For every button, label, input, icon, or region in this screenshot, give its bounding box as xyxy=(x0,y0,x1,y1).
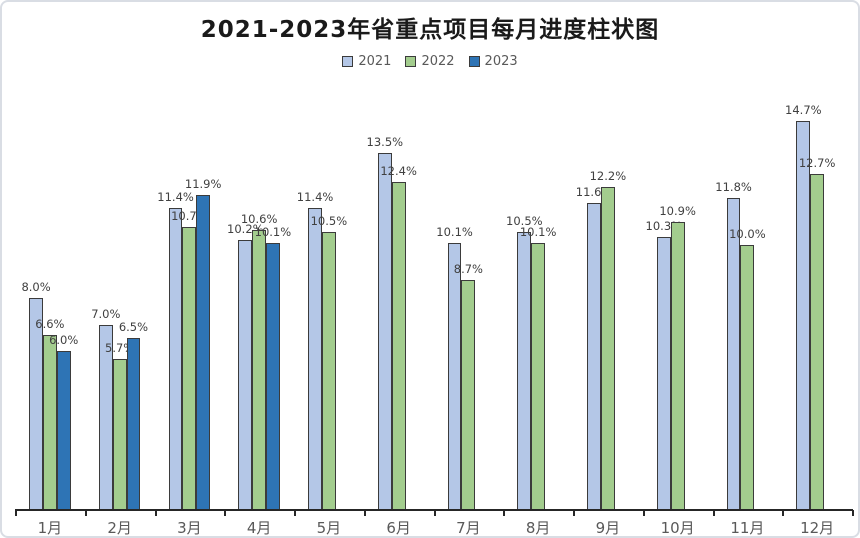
axis-tick xyxy=(782,510,785,516)
axis-tick xyxy=(433,510,436,516)
bar-2022-1月 xyxy=(42,335,57,510)
bar-2021-11月 xyxy=(726,197,741,510)
bar-value-label: 11.4% xyxy=(296,190,334,205)
bar-value-label: 10.5% xyxy=(506,214,543,229)
bar-value-label: 8.7% xyxy=(453,261,483,276)
axis-tick xyxy=(642,510,645,516)
x-axis-label: 9月 xyxy=(595,519,621,537)
legend-label-2021: 2021 xyxy=(358,54,392,69)
bar-2023-1月 xyxy=(56,351,71,510)
x-axis-label: 1月 xyxy=(37,519,63,537)
bar-2021-10月 xyxy=(656,237,671,510)
bar-2022-10月 xyxy=(670,221,685,510)
bar-2021-6月 xyxy=(377,152,392,510)
bar-2022-9月 xyxy=(600,187,615,510)
bar-2021-4月 xyxy=(238,240,253,510)
x-axis-label: 11月 xyxy=(730,519,765,537)
legend-swatch-2021 xyxy=(342,56,354,67)
bar-2023-2月 xyxy=(126,338,141,510)
bar-2022-2月 xyxy=(112,359,127,510)
bar-2022-11月 xyxy=(740,245,755,510)
x-axis-label: 5月 xyxy=(316,519,342,537)
bar-value-label: 10.6% xyxy=(240,211,278,226)
bar-2022-5月 xyxy=(321,232,336,510)
bar-2023-4月 xyxy=(266,242,280,510)
bar-2022-12月 xyxy=(810,173,825,510)
x-axis-label: 2月 xyxy=(107,519,132,537)
bar-value-label: 11.9% xyxy=(184,177,222,192)
bar-2022-8月 xyxy=(531,242,546,510)
bar-value-label: 12.2% xyxy=(589,169,627,184)
bar-2022-7月 xyxy=(461,279,476,510)
bar-value-label: 13.5% xyxy=(366,134,404,149)
bar-value-label: 14.7% xyxy=(785,103,822,118)
bar-2021-8月 xyxy=(517,232,532,510)
x-axis-label: 4月 xyxy=(246,519,272,537)
x-axis-label: 6月 xyxy=(386,519,411,537)
bar-value-label: 6.5% xyxy=(118,320,149,334)
bar-2021-7月 xyxy=(447,242,462,510)
axis-tick xyxy=(224,510,227,516)
axis-tick xyxy=(15,510,17,516)
chart-title: 2021-2023年省重点项目每月进度柱状图 xyxy=(200,17,660,43)
bar-2021-5月 xyxy=(308,208,322,510)
bar-value-label: 10.0% xyxy=(729,227,766,242)
legend-label-2023: 2023 xyxy=(484,54,518,69)
legend-item-2022: 2022 xyxy=(405,54,455,69)
bar-value-label: 8.0% xyxy=(21,280,51,295)
x-axis-label: 10月 xyxy=(660,519,695,537)
x-axis-label: 3月 xyxy=(177,519,202,537)
x-axis-label: 8月 xyxy=(525,519,551,537)
bar-2021-3月 xyxy=(168,208,183,510)
bar-value-label: 10.9% xyxy=(659,203,696,218)
bar-2022-6月 xyxy=(391,181,406,510)
axis-tick xyxy=(573,510,575,516)
x-axis-label: 12月 xyxy=(800,519,835,537)
axis-tick xyxy=(154,510,157,516)
axis-tick xyxy=(503,510,506,516)
bar-2021-9月 xyxy=(587,203,601,510)
axis-tick xyxy=(363,510,366,516)
axis-tick xyxy=(294,510,296,516)
bar-value-label: 6.0% xyxy=(49,333,79,348)
bar-value-label: 10.1% xyxy=(254,224,292,239)
bar-value-label: 7.0% xyxy=(91,306,121,321)
bar-value-label: 11.4% xyxy=(157,190,194,205)
bar-value-label: 12.7% xyxy=(798,155,836,170)
legend-swatch-2022 xyxy=(405,56,417,67)
bar-value-label: 11.8% xyxy=(715,179,752,194)
bar-2021-12月 xyxy=(796,121,811,510)
legend-label-2022: 2022 xyxy=(421,54,455,69)
bar-2022-3月 xyxy=(182,226,197,510)
legend-item-2021: 2021 xyxy=(342,54,391,69)
chart-legend: 2021 2022 2023 xyxy=(2,54,858,69)
bar-value-label: 6.6% xyxy=(35,317,65,332)
legend-item-2023: 2023 xyxy=(468,54,518,69)
bar-value-label: 10.5% xyxy=(310,214,348,229)
bar-2023-3月 xyxy=(196,195,211,510)
axis-tick xyxy=(712,510,715,516)
axis-tick xyxy=(852,510,854,516)
legend-swatch-2023 xyxy=(468,56,480,67)
bar-value-label: 12.4% xyxy=(380,163,417,178)
x-axis-label: 7月 xyxy=(456,519,481,537)
bar-value-label: 10.1% xyxy=(519,224,557,239)
bar-2022-4月 xyxy=(252,229,267,510)
bar-value-label: 10.1% xyxy=(436,224,473,239)
axis-tick xyxy=(84,510,87,516)
